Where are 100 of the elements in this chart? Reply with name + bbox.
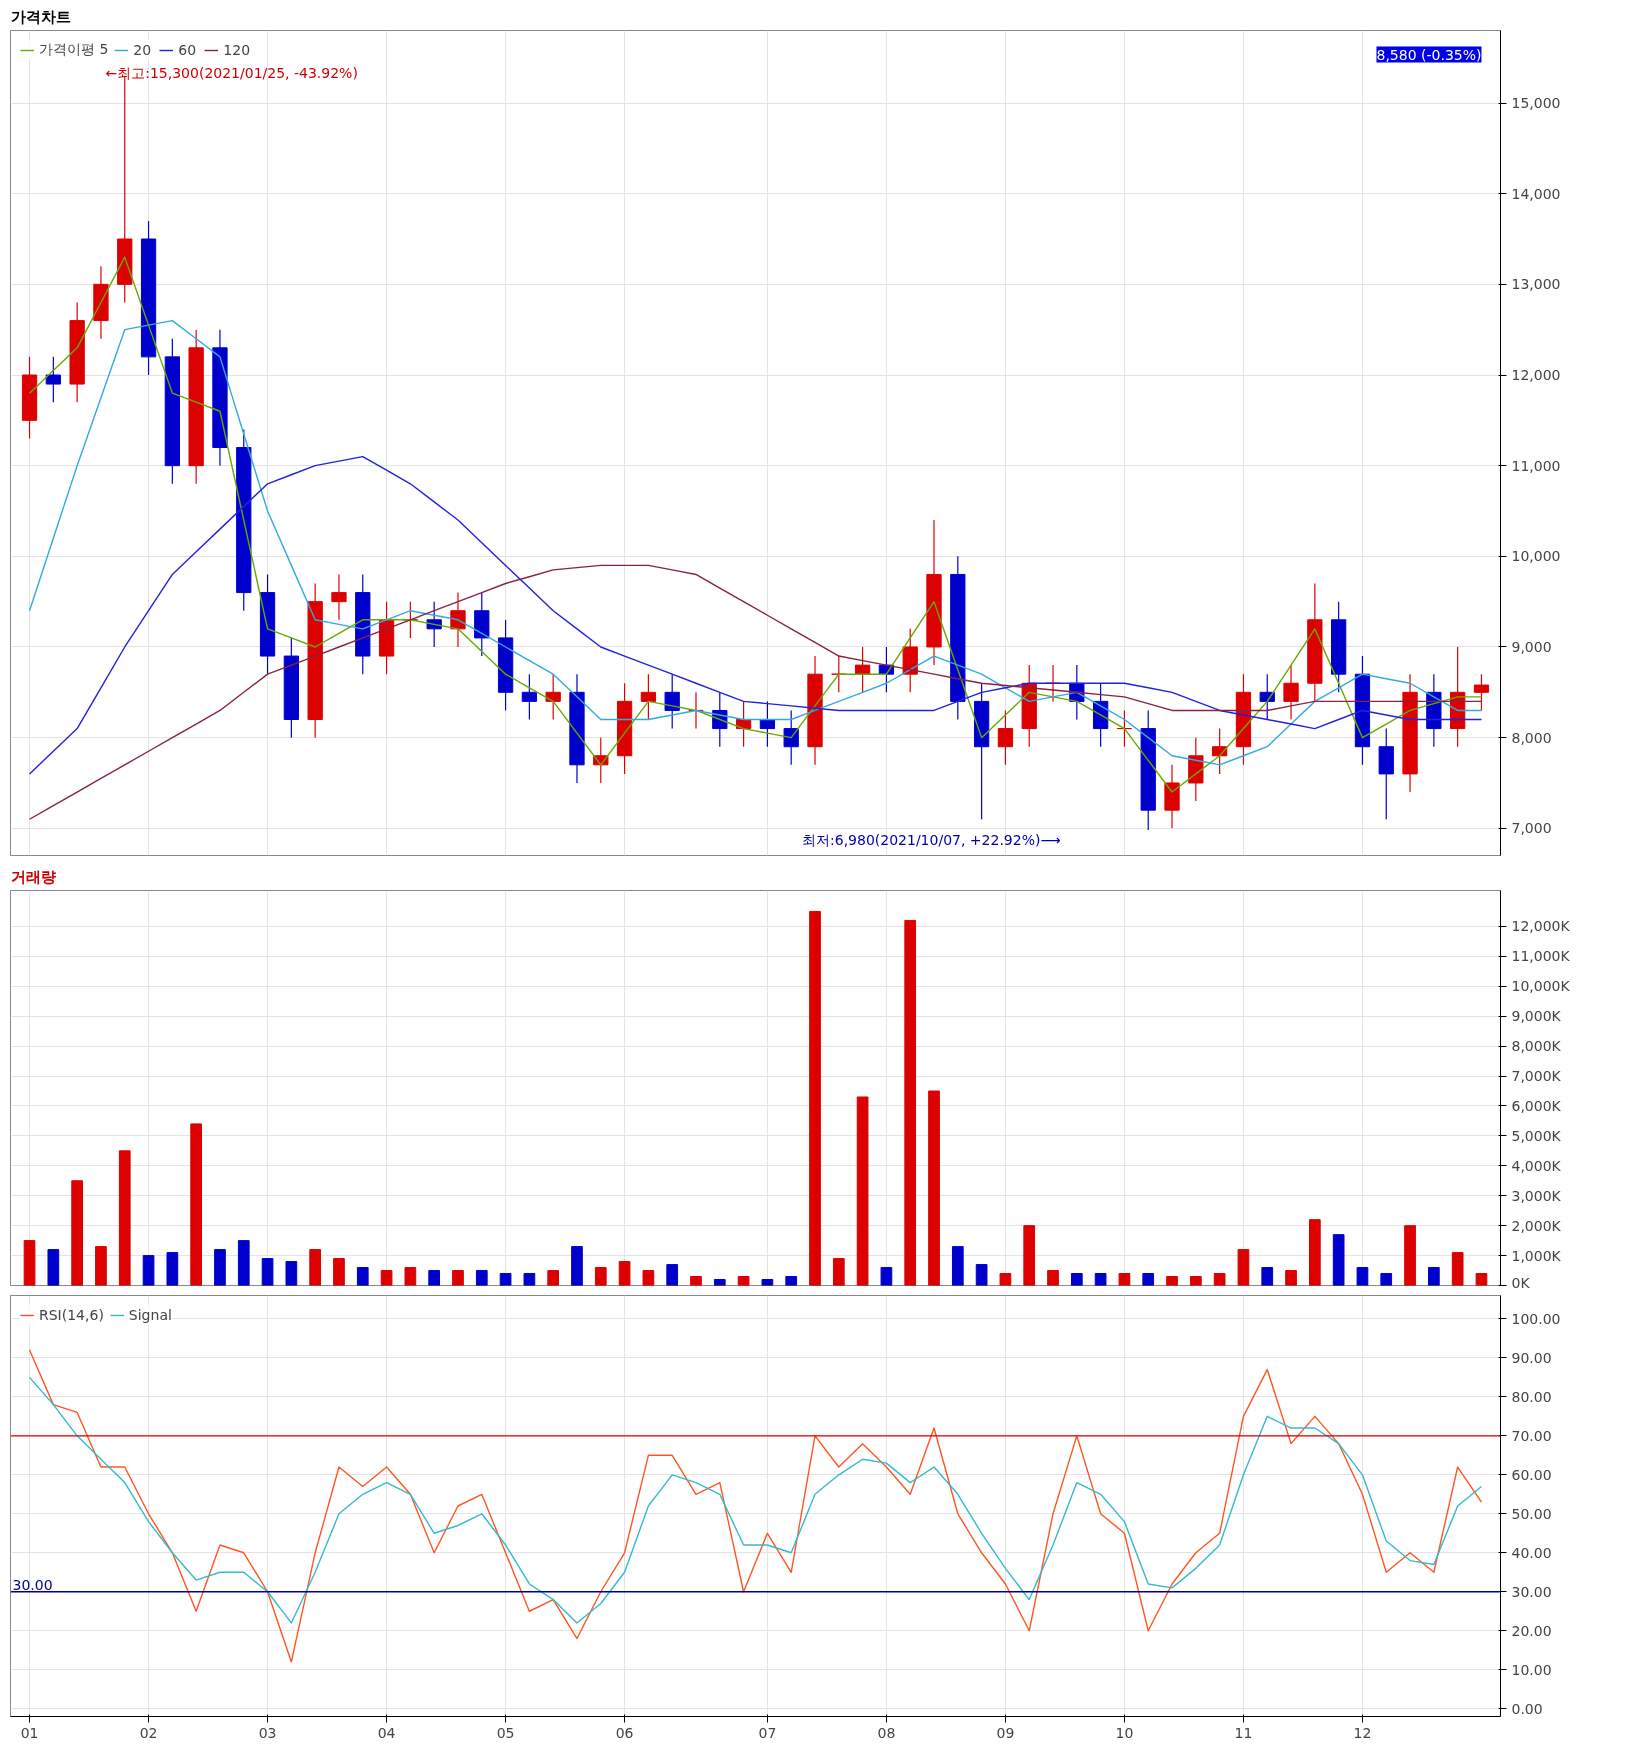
x-tick-label: 01: [20, 1724, 39, 1741]
bar: [71, 1180, 83, 1286]
bar: [547, 1270, 560, 1286]
bar: [285, 1261, 298, 1286]
bar: [737, 1276, 750, 1286]
y-tick-label: 10,000K: [1511, 978, 1571, 995]
candlestick: [450, 591, 466, 648]
bar: [1285, 1270, 1297, 1286]
bar: [928, 1090, 940, 1286]
bar: [1166, 1276, 1178, 1286]
bar: [1094, 1273, 1107, 1286]
y-tick-label: 90.00: [1511, 1349, 1552, 1366]
y-tick-label: 0.00: [1511, 1700, 1543, 1717]
bar: [333, 1258, 345, 1286]
bar: [975, 1264, 988, 1286]
bar: [380, 1270, 393, 1286]
bar: [642, 1270, 655, 1286]
candlestick: [545, 673, 561, 721]
bar: [475, 1270, 488, 1286]
bar: [118, 1150, 131, 1286]
x-tick-label: 05: [496, 1724, 515, 1741]
candlestick: [1116, 709, 1133, 748]
y-tick-label: 8,000: [1511, 729, 1552, 746]
y-tick-label: 8,000K: [1511, 1038, 1562, 1055]
bar: [1404, 1225, 1416, 1286]
y-tick-label: 60.00: [1511, 1466, 1552, 1483]
candlestick: [331, 573, 347, 621]
legend-label: 20: [133, 42, 153, 58]
y-tick-label: 9,000K: [1511, 1008, 1562, 1025]
bar: [1189, 1276, 1202, 1286]
x-tick-label: 02: [139, 1724, 158, 1741]
bar: [1428, 1267, 1440, 1286]
y-tick-label: 12,000K: [1511, 918, 1571, 935]
x-tick-label: 06: [615, 1724, 634, 1741]
bar: [237, 1240, 250, 1286]
ref-line-label: 30.00: [12, 1576, 53, 1593]
x-tick-label: 04: [377, 1724, 396, 1741]
candlestick: [640, 673, 657, 721]
candlestick: [1473, 673, 1490, 712]
bar: [166, 1252, 179, 1286]
y-tick-label: 4,000K: [1511, 1157, 1562, 1174]
y-tick-label: 100.00: [1511, 1310, 1561, 1327]
annotation: ←최고:15,300(2021/01/25, -43.92%): [105, 64, 358, 81]
y-tick-label: 10.00: [1511, 1661, 1552, 1678]
legend-label: RSI(14,6): [39, 1307, 104, 1323]
x-tick-label: 12: [1353, 1724, 1372, 1741]
bar: [1023, 1225, 1036, 1286]
bar: [713, 1279, 726, 1286]
y-tick-label: 9,000: [1511, 638, 1552, 655]
bar: [1237, 1249, 1250, 1286]
bar: [690, 1276, 702, 1286]
line-series: [28, 564, 1483, 820]
bar: [1475, 1273, 1488, 1286]
bar: [23, 1240, 36, 1286]
y-tick-label: 40.00: [1511, 1544, 1552, 1561]
chart-title: 가격차트: [10, 7, 71, 26]
candlestick: [688, 691, 704, 730]
legend-label: 60: [178, 42, 198, 58]
bar: [1332, 1234, 1345, 1286]
annotation: 8,580 (-0.35%): [1376, 46, 1482, 63]
x-tick-label: 11: [1234, 1724, 1253, 1741]
x-tick-label: 07: [758, 1724, 777, 1741]
y-tick-label: 70.00: [1511, 1427, 1552, 1444]
bar: [571, 1246, 583, 1286]
y-tick-label: 0K: [1511, 1274, 1531, 1291]
bar: [809, 910, 821, 1286]
bar: [999, 1273, 1012, 1286]
candlestick: [783, 709, 799, 766]
bar: [452, 1270, 464, 1286]
candlestick: [1259, 673, 1275, 721]
y-tick-label: 3,000K: [1511, 1187, 1562, 1204]
x-tick-label: 09: [996, 1724, 1015, 1741]
y-tick-label: 10,000: [1511, 548, 1561, 565]
bar: [1142, 1273, 1155, 1286]
y-tick-label: 7,000: [1511, 820, 1552, 837]
y-tick-label: 13,000: [1511, 276, 1561, 293]
candlestick: [45, 356, 61, 403]
bar: [1261, 1267, 1274, 1286]
bar: [666, 1264, 679, 1286]
y-tick-label: 11,000: [1511, 457, 1561, 474]
bar: [880, 1267, 893, 1286]
y-tick-label: 6,000K: [1511, 1097, 1562, 1114]
bar: [499, 1273, 512, 1286]
bar: [47, 1249, 60, 1286]
bar: [1380, 1273, 1393, 1286]
bar: [428, 1270, 441, 1286]
x-tick-label: 10: [1115, 1724, 1134, 1741]
bar: [785, 1276, 798, 1286]
y-tick-label: 50.00: [1511, 1505, 1552, 1522]
bar: [856, 1096, 869, 1286]
y-tick-label: 2,000K: [1511, 1217, 1562, 1234]
bar: [142, 1255, 155, 1286]
candlestick: [997, 709, 1014, 766]
y-tick-label: 14,000: [1511, 185, 1561, 202]
y-tick-label: 7,000K: [1511, 1068, 1562, 1085]
line-series: [28, 319, 1483, 766]
bar: [404, 1267, 417, 1286]
bar: [356, 1267, 369, 1286]
bar: [618, 1261, 631, 1286]
bar: [214, 1249, 226, 1286]
